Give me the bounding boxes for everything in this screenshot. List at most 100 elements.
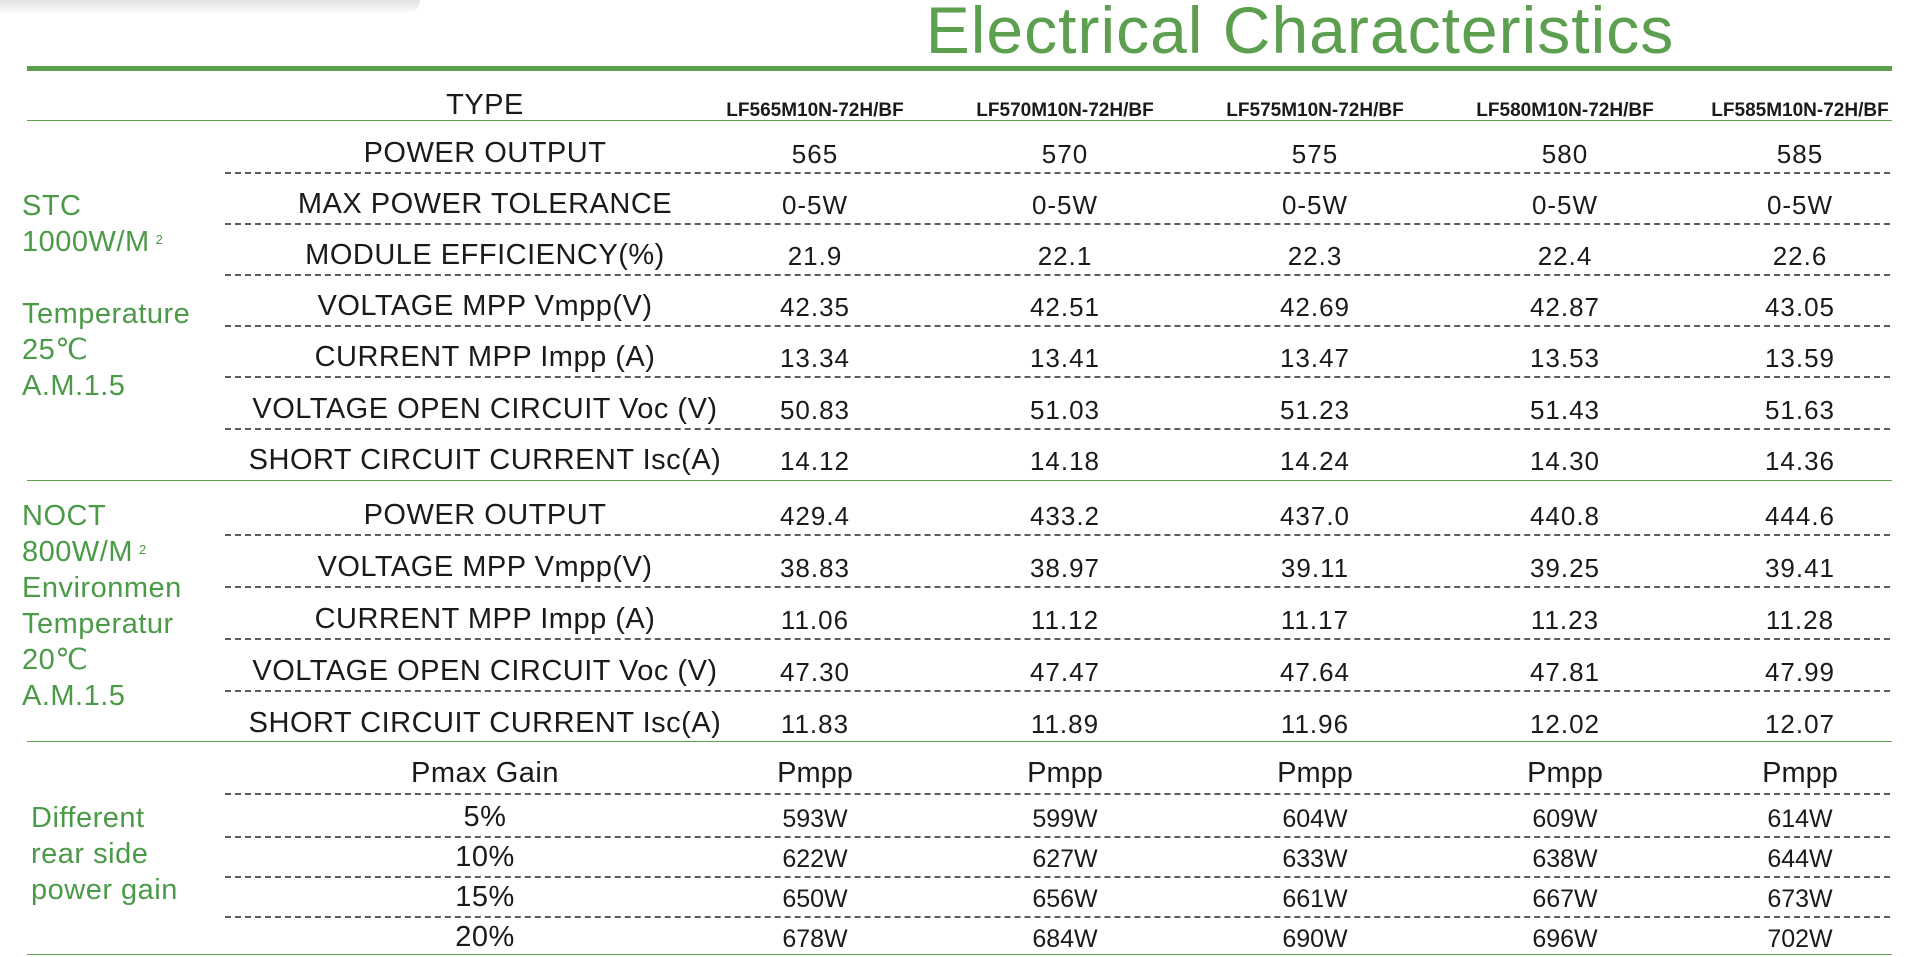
value-cell: 0-5W [1766,190,1834,220]
row-divider [225,376,1890,378]
section-divider [27,480,1892,481]
value-cell: LF570M10N-72H/BF [976,100,1154,121]
side-label-line: NOCT [22,500,107,532]
row-label: MODULE EFFICIENCY(%) [305,239,665,271]
value-cell: 599W [1032,805,1098,833]
value-cell: 696W [1532,925,1598,953]
side-label-line: 800W/M 2 [22,536,147,568]
row-divider [225,172,1890,174]
value-cell: 14.30 [1529,446,1601,476]
value-cell: Pmpp [1527,757,1603,789]
value-cell: 644W [1767,845,1833,873]
stc-row: VOLTAGE OPEN CIRCUIT Voc (V) 50.83 51.03 51… [0,378,1910,426]
row-divider [225,690,1890,692]
value-cell: 12.07 [1764,709,1836,739]
value-cell: 47.81 [1529,657,1601,687]
value-cell: 433.2 [1029,501,1101,531]
value-cell: 0-5W [781,190,849,220]
row-divider [225,274,1890,276]
value-cell: 39.25 [1529,553,1601,583]
value-cell: 11.96 [1280,709,1350,739]
noct-row: CURRENT MPP Impp (A) 11.06 11.12 11.17 11.23… [0,588,1910,636]
gain-row: 10% 622W 627W 633W 638W 644W [0,836,1910,874]
value-cell: 47.30 [779,657,851,687]
value-cell: Pmpp [1027,757,1103,789]
value-cell: 38.83 [779,553,851,583]
value-cell: 14.18 [1029,446,1101,476]
gain-conditions: Different rear side power gain [31,800,178,908]
row-label: CURRENT MPP Impp (A) [314,341,656,373]
side-label-line: STC [22,190,82,222]
value-cell: 575 [1291,139,1339,169]
value-cell: 11.28 [1765,605,1835,635]
value-cell: 565 [791,139,839,169]
row-label: POWER OUTPUT [363,499,607,531]
value-cell: 47.47 [1029,657,1101,687]
row-label: POWER OUTPUT [363,137,607,169]
row-label: VOLTAGE OPEN CIRCUIT Voc (V) [252,655,718,687]
value-cell: 622W [782,845,848,873]
value-cell: 42.69 [1279,292,1351,322]
value-cell: 638W [1532,845,1598,873]
value-cell: 51.43 [1529,395,1601,425]
noct-conditions: NOCT 800W/M 2 Environmen Temperatur 20℃ A.M.1.… [22,498,182,714]
value-cell: LF580M10N-72H/BF [1476,100,1654,121]
side-label-line: 25℃ [22,334,89,366]
row-divider [225,793,1890,795]
value-cell: 11.23 [1530,605,1600,635]
gain-row: 5% 593W 599W 604W 609W 614W [0,796,1910,834]
value-cell: 42.51 [1029,292,1101,322]
row-divider [225,916,1890,918]
value-cell: 609W [1532,805,1598,833]
side-label-line: A.M.1.5 [22,370,126,402]
superscript: 2 [138,542,147,557]
value-cell: LF565M10N-72H/BF [726,100,904,121]
value-cell: 50.83 [779,395,851,425]
value-cell: 650W [782,885,848,913]
value-cell: 11.83 [780,709,850,739]
noct-row: POWER OUTPUT 429.4 433.2 437.0 440.8 444.6 [0,484,1910,532]
value-cell: 14.36 [1764,446,1836,476]
stc-conditions: STC 1000W/M 2 Temperature 25℃ A.M.1.5 [22,188,190,404]
value-cell: 570 [1041,139,1089,169]
value-cell: 11.17 [1280,605,1350,635]
value-cell: Pmpp [777,757,853,789]
row-divider [225,223,1890,225]
gain-header-row: Pmax Gain Pmpp Pmpp Pmpp Pmpp Pmpp [0,746,1910,790]
superscript: 2 [155,232,164,247]
stc-row: MAX POWER TOLERANCE 0-5W 0-5W 0-5W 0-5W 0-5W [0,173,1910,221]
value-cell: 47.64 [1279,657,1351,687]
value-cell: 39.41 [1764,553,1836,583]
value-cell: 593W [782,805,848,833]
corner-shadow [0,0,420,14]
value-cell: 14.24 [1279,446,1351,476]
row-label: MAX POWER TOLERANCE [297,188,673,220]
value-cell: 627W [1032,845,1098,873]
row-label: CURRENT MPP Impp (A) [314,603,656,635]
value-cell: LF575M10N-72H/BF [1226,100,1404,121]
value-cell: 22.4 [1537,241,1593,271]
value-cell: 47.99 [1764,657,1836,687]
side-label-line: Temperatur [22,608,174,640]
row-label: 15% [455,881,515,913]
value-cell: 580 [1541,139,1589,169]
page-title: Electrical Characteristics [925,0,1675,67]
value-cell: 12.02 [1529,709,1601,739]
gain-row: 20% 678W 684W 690W 696W 702W [0,916,1910,954]
side-label-line: A.M.1.5 [22,680,126,712]
value-cell: 13.41 [1029,343,1101,373]
value-cell: 14.12 [779,446,851,476]
stc-row: CURRENT MPP Impp (A) 13.34 13.41 13.47 13.53… [0,326,1910,374]
row-divider [225,534,1890,536]
row-divider [225,586,1890,588]
stc-row: POWER OUTPUT 565 570 575 580 585 [0,124,1910,170]
value-cell: 604W [1282,805,1348,833]
value-cell: 39.11 [1280,553,1350,583]
side-label-line: Different [31,802,145,834]
title-underline [27,66,1892,71]
value-cell: 661W [1282,885,1348,913]
value-cell: 11.06 [780,605,850,635]
value-cell: 38.97 [1029,553,1101,583]
value-cell: 13.59 [1764,343,1836,373]
value-cell: Pmpp [1762,757,1838,789]
